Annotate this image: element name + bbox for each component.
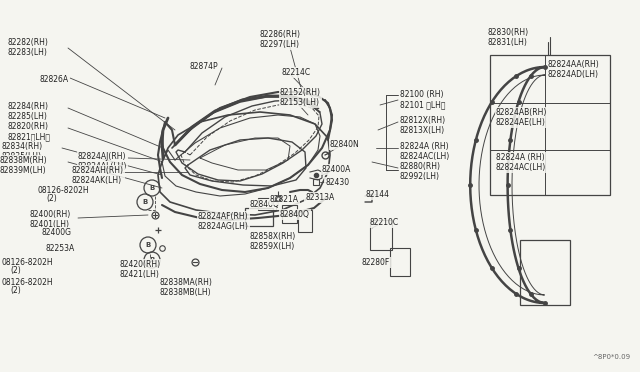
Text: 82253A: 82253A	[45, 244, 74, 253]
Text: 82840Q: 82840Q	[250, 200, 280, 209]
Text: 82838M(RH)
82839M(LH): 82838M(RH) 82839M(LH)	[0, 156, 47, 176]
Text: 82812X(RH)
82813X(LH): 82812X(RH) 82813X(LH)	[400, 116, 446, 135]
Text: B: B	[145, 242, 150, 248]
Text: 08126-8202H: 08126-8202H	[2, 258, 54, 267]
Text: 82214C: 82214C	[282, 68, 311, 77]
Text: 08126-8202H: 08126-8202H	[38, 186, 90, 195]
Text: 82824AJ(RH)
82824AL(LH): 82824AJ(RH) 82824AL(LH)	[78, 152, 127, 171]
Text: 82400G: 82400G	[42, 228, 72, 237]
Text: 82824AB(RH)
82824AE(LH): 82824AB(RH) 82824AE(LH)	[496, 108, 547, 127]
Text: 82838MA(RH)
82838MB(LH): 82838MA(RH) 82838MB(LH)	[160, 278, 213, 297]
Bar	[520, 240, 570, 305]
Text: 82840Q: 82840Q	[280, 210, 310, 219]
Text: 82400(RH)
82401(LH): 82400(RH) 82401(LH)	[30, 210, 71, 230]
Bar	[298, 210, 312, 232]
Text: 82210C: 82210C	[370, 218, 399, 227]
Text: 82880(RH)
82992(LH): 82880(RH) 82992(LH)	[400, 162, 441, 182]
Text: (2): (2)	[10, 266, 20, 275]
Text: 82284(RH)
82285(LH): 82284(RH) 82285(LH)	[8, 102, 49, 121]
Text: 82858X(RH)
82859X(LH): 82858X(RH) 82859X(LH)	[250, 232, 296, 251]
Text: B: B	[149, 185, 155, 191]
Text: 82152(RH)
82153(LH): 82152(RH) 82153(LH)	[280, 88, 321, 108]
Text: 82874P: 82874P	[190, 62, 219, 71]
Bar	[245, 208, 273, 226]
Text: (2): (2)	[10, 286, 20, 295]
Text: 82824AF(RH)
82824AG(LH): 82824AF(RH) 82824AG(LH)	[198, 212, 249, 231]
Text: 82280F: 82280F	[362, 258, 390, 267]
Text: B: B	[149, 257, 155, 263]
Text: 82400A: 82400A	[322, 165, 351, 174]
Text: 82820(RH)
82821〈LH〉: 82820(RH) 82821〈LH〉	[8, 122, 51, 141]
Bar	[370, 220, 392, 250]
Text: 82824A (RH)
82824AC(LH): 82824A (RH) 82824AC(LH)	[400, 142, 451, 161]
Bar	[282, 205, 297, 223]
Text: 82824AA(RH)
82824AD(LH): 82824AA(RH) 82824AD(LH)	[548, 60, 600, 79]
Text: (2): (2)	[46, 194, 57, 203]
Bar	[258, 198, 276, 210]
Text: 82830(RH)
82831(LH): 82830(RH) 82831(LH)	[488, 28, 529, 47]
Text: 82144: 82144	[365, 190, 389, 199]
Text: 82430: 82430	[325, 178, 349, 187]
Text: 82824A (RH)
82824AC(LH): 82824A (RH) 82824AC(LH)	[496, 153, 547, 172]
Text: 82821A: 82821A	[270, 195, 299, 204]
Text: B: B	[142, 199, 148, 205]
Text: 82834(RH)
82835(LH): 82834(RH) 82835(LH)	[2, 142, 43, 161]
Text: 82420(RH)
82421(LH): 82420(RH) 82421(LH)	[120, 260, 161, 279]
Text: 82826A: 82826A	[40, 75, 69, 84]
Text: 82824AH(RH)
82824AK(LH): 82824AH(RH) 82824AK(LH)	[72, 166, 124, 185]
Text: 82286(RH)
82297(LH): 82286(RH) 82297(LH)	[260, 30, 301, 49]
Text: 82313A: 82313A	[305, 193, 334, 202]
Text: 82282(RH)
82283(LH): 82282(RH) 82283(LH)	[8, 38, 49, 57]
Bar	[390, 248, 410, 276]
Text: 82840N: 82840N	[330, 140, 360, 149]
Text: ^8P0*0.09: ^8P0*0.09	[592, 354, 630, 360]
Text: 82100 (RH)
82101 〈LH〉: 82100 (RH) 82101 〈LH〉	[400, 90, 445, 109]
Text: 08126-8202H: 08126-8202H	[2, 278, 54, 287]
Bar	[490, 55, 610, 195]
